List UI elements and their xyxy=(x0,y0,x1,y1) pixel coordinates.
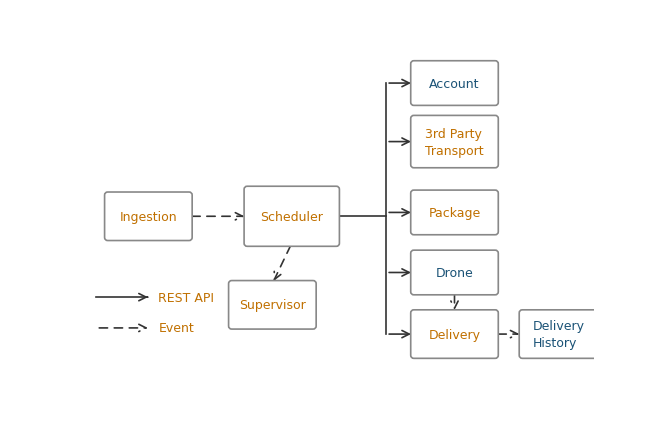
FancyBboxPatch shape xyxy=(411,61,498,106)
FancyBboxPatch shape xyxy=(411,190,498,235)
FancyBboxPatch shape xyxy=(411,116,498,169)
FancyBboxPatch shape xyxy=(411,251,498,295)
Text: Supervisor: Supervisor xyxy=(239,298,306,312)
FancyBboxPatch shape xyxy=(228,281,316,329)
Text: 3rd Party
Transport: 3rd Party Transport xyxy=(425,127,484,157)
FancyBboxPatch shape xyxy=(411,310,498,359)
FancyBboxPatch shape xyxy=(244,187,339,247)
Text: Scheduler: Scheduler xyxy=(260,210,323,223)
Text: Package: Package xyxy=(428,206,480,219)
Text: Delivery
History: Delivery History xyxy=(533,319,585,349)
Text: REST API: REST API xyxy=(158,291,215,304)
Text: Drone: Drone xyxy=(436,266,473,280)
Text: Event: Event xyxy=(158,322,194,335)
Text: Delivery: Delivery xyxy=(428,328,480,341)
FancyBboxPatch shape xyxy=(104,193,192,241)
FancyBboxPatch shape xyxy=(519,310,599,359)
Text: Ingestion: Ingestion xyxy=(119,210,177,223)
Text: Account: Account xyxy=(429,77,480,90)
